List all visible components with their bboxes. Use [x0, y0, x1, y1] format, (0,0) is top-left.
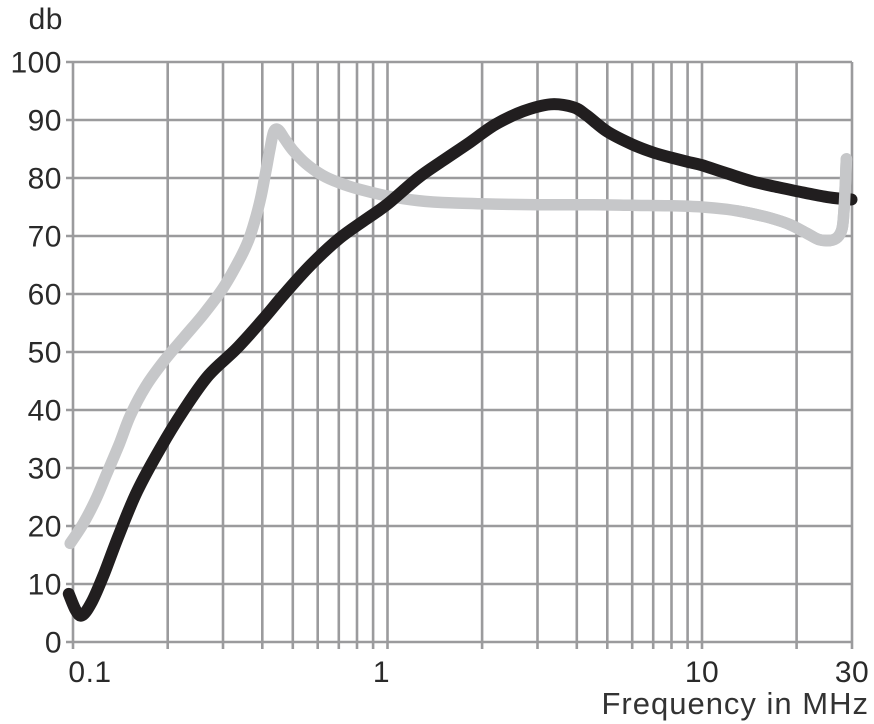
y-tick-label-50: 50	[28, 337, 62, 370]
x-tick-label-1: 1	[373, 656, 390, 689]
y-tick-label-90: 90	[28, 105, 62, 138]
x-axis-title: Frequency in MHz	[601, 686, 869, 721]
y-tick-label-0: 0	[45, 627, 62, 660]
tick-label-layer: 0 10 20 30 40 50 60 70 80 90 100 0.1 1 10 30	[10, 47, 869, 690]
gray-response-curve-tail-overlay	[737, 153, 853, 247]
black-response-curve	[62, 98, 858, 622]
gray-response-curve	[64, 123, 853, 550]
x-tick-label-0.1: 0.1	[68, 656, 111, 689]
y-tick-label-100: 100	[10, 47, 62, 80]
y-tick-label-30: 30	[28, 453, 62, 486]
y-axis-title: db	[29, 3, 63, 36]
y-tick-label-10: 10	[28, 569, 62, 602]
y-tick-label-60: 60	[28, 279, 62, 312]
x-tick-label-10: 10	[685, 656, 719, 689]
y-tick-label-70: 70	[28, 221, 62, 254]
series-layer	[62, 98, 858, 622]
y-tick-label-80: 80	[28, 163, 62, 196]
y-tick-label-40: 40	[28, 395, 62, 428]
y-tick-label-20: 20	[28, 511, 62, 544]
x-tick-label-30: 30	[835, 656, 869, 689]
